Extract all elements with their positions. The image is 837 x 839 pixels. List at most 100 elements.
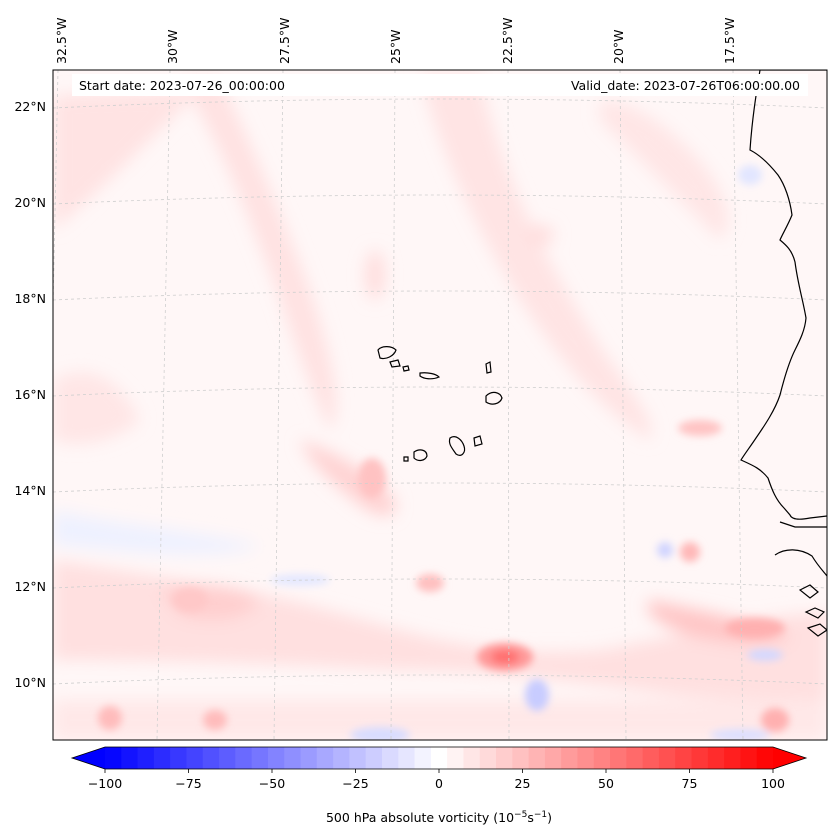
colorbar-tick-label: −100 [88, 776, 122, 791]
cape-verde-santa-luzia [402, 365, 410, 372]
colorbar-cell [658, 747, 676, 769]
lon-label-30W: 30°W [165, 29, 180, 64]
colorbar-cell [414, 747, 432, 769]
colorbar-cell [691, 747, 709, 769]
colorbar-cell [626, 747, 644, 769]
lat-label-20N: 20°N [14, 195, 46, 210]
meridian-17.5W [732, 70, 744, 740]
colorbar-cell [528, 747, 546, 769]
map-panel: Start date: 2023-07-26_00:00:00 Valid_da… [53, 70, 827, 740]
colorbar-cell [675, 747, 693, 769]
colorbar-cell [430, 747, 448, 769]
parallel-12N [53, 578, 827, 589]
lat-label-10N: 10°N [14, 675, 46, 690]
colorbar-high-extension [773, 747, 806, 769]
parallel-20N [53, 194, 827, 205]
colorbar-cell [105, 747, 122, 769]
colorbar-cell [577, 747, 595, 769]
colorbar-tick-label: 50 [598, 776, 614, 791]
colorbar-cell [593, 747, 611, 769]
colorbar-low-extension [72, 747, 105, 769]
annotation-box [72, 74, 808, 96]
colorbar-cell [267, 747, 285, 769]
colorbar-cell [756, 747, 774, 769]
meridian-25W [390, 70, 396, 740]
colorbar-cell [121, 747, 139, 769]
colorbar-cell [512, 747, 530, 769]
land-outline [377, 70, 827, 637]
meridian-27.5W [273, 70, 284, 740]
lat-label-14N: 14°N [14, 483, 46, 498]
parallel-18N [53, 290, 827, 301]
colorbar-cell [740, 747, 758, 769]
cape-verde-boa-vista [485, 391, 503, 405]
lon-label-27.5W: 27.5°W [277, 18, 292, 64]
colorbar-cell [202, 747, 220, 769]
lon-label-20W: 20°W [611, 29, 626, 64]
lat-label-18N: 18°N [14, 291, 46, 306]
gambia-estuary [779, 521, 827, 528]
colorbar-cell [170, 747, 188, 769]
colorbar: −100 −75 −50 −25 0 25 50 75 100 500 hPa absolute… [70, 746, 808, 825]
colorbar-cell [235, 747, 253, 769]
colorbar-tick-label: −75 [175, 776, 201, 791]
colorbar-cell [479, 747, 497, 769]
colorbar-cell [137, 747, 155, 769]
cape-verde-santo-antao [377, 346, 397, 360]
parallel-10N [53, 674, 827, 685]
colorbar-cell [333, 747, 350, 769]
meridian-20W [619, 70, 627, 740]
colorbar-cell [316, 747, 334, 769]
parallel-22N [53, 98, 827, 109]
start-date-annotation: Start date: 2023-07-26_00:00:00 [79, 78, 285, 93]
colorbar-cell [398, 747, 416, 769]
valid-date-annotation: Valid_date: 2023-07-26T06:00:00.00 [571, 78, 800, 93]
colorbar-cell [284, 747, 302, 769]
colorbar-label: 500 hPa absolute vorticity (10−5s−1) [326, 810, 552, 825]
lat-label-22N: 22°N [14, 99, 46, 114]
colorbar-cell [463, 747, 481, 769]
colorbar-cell [251, 747, 269, 769]
colorbar-ticks: −100 −75 −50 −25 0 25 50 75 100 [88, 769, 785, 791]
colorbar-cell [496, 747, 513, 769]
colorbar-tick-label: −50 [259, 776, 285, 791]
lat-label-16N: 16°N [14, 387, 46, 402]
colorbar-cell [219, 747, 236, 769]
cape-verde-sal [485, 361, 492, 374]
colorbar-cell [300, 747, 318, 769]
map-frame [52, 69, 828, 741]
colorbar-cell [561, 747, 579, 769]
colorbar-cell [349, 747, 367, 769]
lon-label-32.5W: 32.5°W [54, 18, 69, 64]
africa-coastline [740, 70, 827, 520]
latitude-labels: 22°N 20°N 18°N 16°N 14°N 12°N 10°N [14, 99, 46, 690]
colorbar-tick-label: 75 [682, 776, 698, 791]
lat-label-12N: 12°N [14, 579, 46, 594]
cape-verde-brava [403, 456, 409, 462]
colorbar-cell [724, 747, 742, 769]
colorbar-cell [365, 747, 383, 769]
colorbar-cells [105, 747, 774, 769]
cape-verde-sao-nicolau [419, 372, 441, 380]
colorbar-cell [544, 747, 562, 769]
colorbar-cell [610, 747, 627, 769]
gridlines [53, 70, 827, 740]
colorbar-cell [447, 747, 465, 769]
colorbar-cell [153, 747, 171, 769]
guinea-bissau-coast [774, 549, 827, 577]
colorbar-cell [642, 747, 660, 769]
cape-verde-sao-vicente [389, 359, 401, 368]
longitude-labels: 32.5°W 30°W 27.5°W 25°W 22.5°W 20°W 17.5… [54, 18, 737, 64]
lon-label-17.5W: 17.5°W [722, 18, 737, 64]
parallel-16N [53, 386, 827, 397]
bijagos-islands [798, 584, 827, 637]
colorbar-tick-label: 25 [515, 776, 531, 791]
colorbar-tick-label: 100 [761, 776, 785, 791]
cape-verde-maio [473, 435, 483, 447]
colorbar-cell [186, 747, 204, 769]
lon-label-25W: 25°W [388, 29, 403, 64]
colorbar-tick-label: −25 [342, 776, 368, 791]
cape-verde-fogo [413, 449, 428, 462]
colorbar-cell [707, 747, 725, 769]
